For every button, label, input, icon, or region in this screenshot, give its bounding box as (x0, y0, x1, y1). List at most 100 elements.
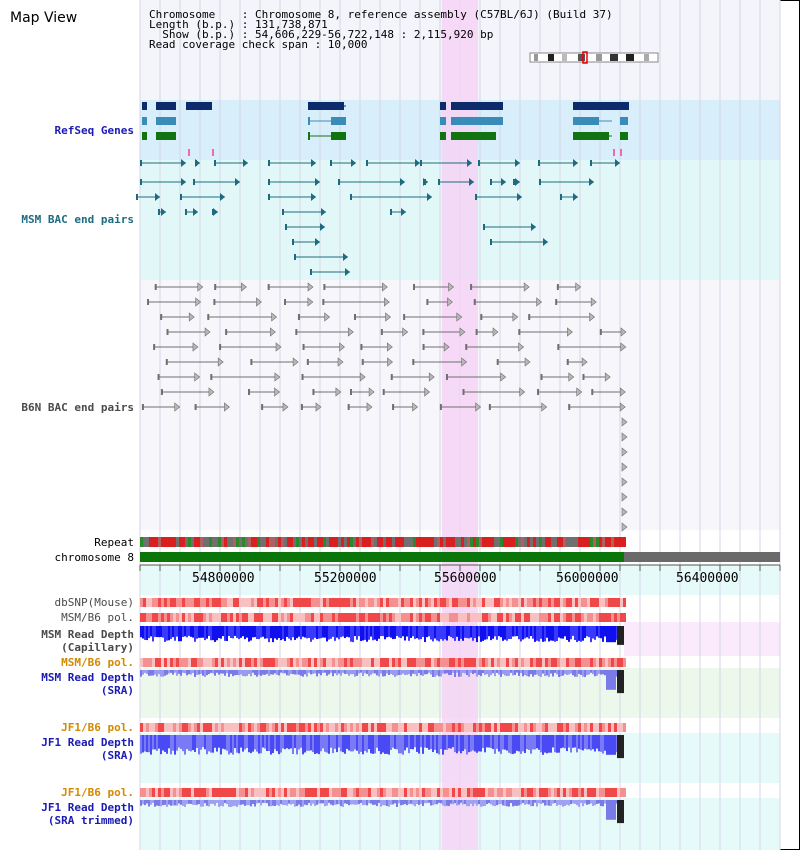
read-depth-bar (170, 800, 172, 806)
msm-bac-end (193, 179, 195, 185)
b6n-bac-end (192, 342, 199, 352)
polymorphism-cell (587, 613, 590, 622)
polymorphism-cell (443, 723, 446, 732)
polymorphism-cell (611, 598, 614, 607)
msm-read-depth-capillary-label[interactable]: MSM Read Depth (Capillary) (41, 628, 134, 654)
polymorphism-cell (422, 788, 425, 797)
polymorphism-cell (284, 788, 287, 797)
b6n-bac-end (439, 404, 442, 410)
polymorphism-cell (293, 788, 296, 797)
dbsnp-label[interactable]: dbSNP(Mouse) (54, 596, 134, 609)
polymorphism-cell (398, 613, 401, 622)
msm-b6-pol-label[interactable]: MSM/B6 pol. (61, 611, 134, 624)
read-depth-bar (572, 735, 574, 748)
read-depth-bar (594, 800, 596, 806)
read-depth-bar (582, 626, 584, 641)
polymorphism-cell (533, 788, 536, 797)
read-depth-bar (442, 626, 444, 641)
read-depth-bar (272, 800, 274, 806)
polymorphism-cell (344, 788, 347, 797)
repeat-segment (164, 537, 167, 547)
read-depth-bar (574, 670, 576, 677)
polymorphism-cell (416, 788, 419, 797)
read-depth-bar (252, 735, 254, 752)
b6n-bac-end (621, 507, 628, 517)
polymorphism-cell (341, 613, 344, 622)
msm-bac-label[interactable]: MSM BAC end pairs (21, 213, 134, 226)
repeat-segment (353, 537, 356, 547)
polymorphism-cell (482, 658, 485, 667)
jf1-read-depth-trimmed-label[interactable]: JF1 Read Depth (SRA trimmed) (41, 801, 134, 827)
polymorphism-cell (380, 613, 383, 622)
read-depth-bar (268, 800, 270, 807)
polymorphism-cell (515, 723, 518, 732)
read-depth-bar (200, 670, 202, 674)
b6n-bac-end (470, 284, 473, 290)
b6n-bac-end (475, 329, 478, 335)
polymorphism-cell (440, 613, 443, 622)
read-depth-bar (514, 626, 516, 637)
read-depth-bar (266, 626, 268, 639)
polymorphism-cell (602, 598, 605, 607)
repeat-segment (155, 537, 158, 547)
read-depth-bar (300, 735, 302, 748)
polymorphism-cell (212, 723, 215, 732)
polymorphism-cell (446, 598, 449, 607)
repeat-segment (536, 537, 539, 547)
msm-read-depth-sra-label[interactable]: MSM Read Depth (SRA) (41, 671, 134, 697)
polymorphism-cell (431, 788, 434, 797)
repeat-segment (512, 537, 515, 547)
jf1-read-depth-sra-label[interactable]: JF1 Read Depth (SRA) (41, 736, 134, 762)
msm-bac-end (423, 178, 428, 186)
polymorphism-cell (209, 788, 212, 797)
polymorphism-cell (566, 658, 569, 667)
msm-bac-end (315, 178, 320, 186)
read-depth-bar (204, 800, 206, 804)
msm-b6-pol-2-label[interactable]: MSM/B6 pol. (61, 656, 134, 669)
polymorphism-cell (590, 658, 593, 667)
jf1-b6-pol-label[interactable]: JF1/B6 pol. (61, 721, 134, 734)
read-depth-bar (370, 670, 372, 675)
repeat-segment (350, 537, 353, 547)
read-depth-bar (336, 670, 338, 676)
repeat-segment (425, 537, 428, 547)
read-depth-bar (516, 800, 518, 806)
read-depth-bar (492, 670, 494, 674)
read-depth-bar (454, 626, 456, 641)
read-depth-bar (242, 800, 244, 805)
polymorphism-cell (530, 723, 533, 732)
repeat-segment (500, 537, 503, 547)
repeat-segment (533, 537, 536, 547)
polymorphism-cell (248, 723, 251, 732)
polymorphism-cell (533, 613, 536, 622)
read-depth-bar (516, 735, 518, 751)
b6n-bac-end (448, 282, 455, 292)
read-depth-bar (218, 670, 220, 675)
polymorphism-cell (245, 613, 248, 622)
polymorphism-cell (221, 723, 224, 732)
read-depth-bar (586, 670, 588, 676)
read-depth-bar (508, 800, 510, 807)
read-depth-bar (190, 735, 192, 752)
b6n-bac-end (292, 357, 299, 367)
b6n-bac-end (275, 342, 282, 352)
read-depth-bar (516, 626, 518, 637)
polymorphism-cell (200, 613, 203, 622)
polymorphism-cell (347, 658, 350, 667)
read-depth-bar (356, 626, 358, 640)
polymorphism-cell (443, 788, 446, 797)
b6n-bac-end (566, 359, 569, 365)
b6n-bac-label[interactable]: B6N BAC end pairs (21, 401, 134, 414)
jf1-b6-pol-2-label[interactable]: JF1/B6 pol. (61, 786, 134, 799)
polymorphism-cell (464, 598, 467, 607)
refseq-genes-label[interactable]: RefSeq Genes (54, 124, 134, 137)
repeat-segment (572, 537, 575, 547)
read-depth-bar (400, 626, 402, 639)
polymorphism-cell (419, 613, 422, 622)
read-depth-bar (460, 626, 462, 639)
read-depth-bar (544, 626, 546, 642)
read-depth-bar (510, 626, 512, 639)
read-depth-bar (280, 735, 282, 753)
read-depth-bar (202, 735, 204, 748)
